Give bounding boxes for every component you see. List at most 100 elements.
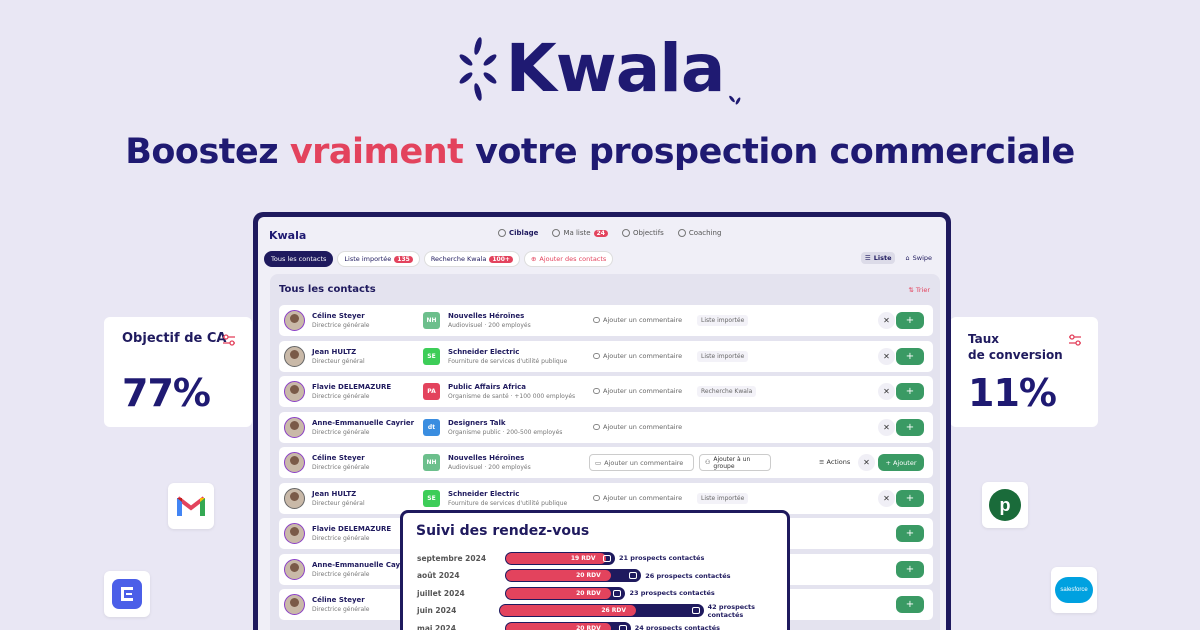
headline-end: votre prospection commerciale (463, 132, 1075, 172)
prospects-label: 24 prospects contactés (634, 624, 721, 630)
tab-liste-importee[interactable]: Liste importée 135 (337, 251, 420, 267)
contact-row[interactable]: Flavie DELEMAZURE Directrice générale PA … (279, 376, 933, 407)
contact-row[interactable]: Jean HULTZ Directeur général SE Schneider… (279, 482, 933, 514)
company-desc: Organisme de santé · +100 000 employés (448, 393, 576, 400)
contact-row[interactable]: Céline Steyer Directrice générale NH Nouv… (279, 305, 933, 336)
sliders-icon[interactable] (222, 333, 236, 347)
suivi-row: septembre 2024 19 RDV 21 prospects conta… (417, 551, 787, 565)
rdv-label: 20 RDV (576, 589, 601, 597)
thumbs-up-icon (677, 229, 686, 237)
add-comment-button[interactable]: Ajouter un commentaire (593, 423, 682, 431)
rdv-label: 20 RDV (576, 572, 601, 579)
view-swipe-button[interactable]: ⌂ Swipe (901, 252, 936, 264)
avatar (284, 558, 305, 580)
add-comment-button[interactable]: Ajouter un commentaire (593, 316, 682, 324)
prospects-bar: 20 RDV (505, 621, 631, 630)
add-button[interactable]: + Ajouter (878, 454, 924, 471)
add-comment-button[interactable]: Ajouter un commentaire (593, 387, 682, 395)
stat-label: Taux de conversion (968, 331, 1080, 363)
dismiss-button[interactable]: ✕ (858, 454, 875, 471)
users-icon (691, 607, 700, 614)
tab-tous-contacts[interactable]: Tous les contacts (264, 251, 334, 267)
prospects-label: 26 prospects contactés (645, 571, 731, 580)
comment-label: Ajouter un commentaire (603, 351, 683, 360)
headline: Boostez vraiment votre prospection comme… (0, 132, 1200, 172)
view-list-button[interactable]: ☰ Liste (860, 252, 896, 264)
contact-row[interactable]: Anne-Emmanuelle Cayrier Directrice génér… (279, 411, 933, 443)
add-comment-button[interactable]: Ajouter un commentaire (593, 352, 682, 360)
suivi-card: Suivi des rendez-vous septembre 2024 19 … (400, 510, 790, 630)
app-window: Kwala Ciblage Ma liste 24 Objectifs Coach… (253, 212, 951, 630)
list-icon: ☰ (864, 254, 871, 262)
company-logo: NH (423, 454, 440, 471)
sort-button[interactable]: ⇅ Trier (908, 286, 930, 294)
count-badge: 24 (593, 229, 608, 237)
dismiss-button[interactable]: ✕ (878, 383, 895, 400)
add-button[interactable]: + (896, 312, 924, 329)
lock-icon: ⌂ (905, 254, 910, 262)
prospects-bar: 26 RDV (498, 604, 704, 617)
dismiss-button[interactable]: ✕ (878, 347, 895, 365)
stat-card-conversion: Taux de conversion 11% (950, 317, 1098, 427)
actions-menu[interactable]: ≡ Actions (819, 458, 851, 466)
nav-label: Ciblage (509, 229, 539, 237)
contact-name: Céline Steyer (312, 312, 365, 320)
users-icon (618, 624, 627, 630)
nav-ciblage[interactable]: Ciblage (498, 229, 538, 237)
stat-value: 77% (122, 371, 211, 415)
add-button[interactable]: + (896, 418, 924, 436)
prospects-bar: 19 RDV (505, 551, 615, 565)
comment-label: Ajouter un commentaire (603, 387, 683, 395)
company-name: Schneider Electric (448, 347, 520, 356)
source-tag: Liste importée (697, 350, 749, 362)
contact-name: Jean HULTZ (312, 347, 357, 356)
add-button[interactable]: + (896, 525, 924, 542)
suivi-row: juillet 2024 20 RDV 23 prospects contact… (417, 586, 787, 600)
app-screen: Kwala Ciblage Ma liste 24 Objectifs Coach… (258, 217, 946, 630)
company-desc: Organisme public · 200-500 employés (448, 428, 563, 436)
dismiss-button[interactable]: ✕ (878, 489, 895, 507)
add-contacts-button[interactable]: ⊕ Ajouter des contacts (523, 251, 614, 267)
add-button[interactable]: + (896, 560, 924, 578)
headline-start: Boostez (125, 132, 290, 172)
users-icon (629, 572, 638, 579)
add-button[interactable]: + (896, 347, 924, 365)
rdv-label: 19 RDV (570, 554, 596, 562)
contact-role: Directeur général (312, 357, 365, 365)
add-button[interactable]: + (896, 383, 924, 400)
lemlist-icon (104, 571, 150, 617)
suivi-row: mai 2024 20 RDV 24 prospects contactés (417, 621, 787, 630)
comment-label: Ajouter un commentaire (603, 493, 683, 502)
nav-coaching[interactable]: Coaching (677, 229, 721, 237)
add-button[interactable]: + (896, 596, 924, 613)
count-badge: 100+ (489, 255, 513, 263)
company-name: Designers Talk (448, 418, 506, 427)
tab-label: Recherche Kwala (430, 255, 487, 263)
company-name: Public Affairs Africa (448, 383, 526, 391)
view-label: Swipe (912, 254, 932, 262)
suivi-title: Suivi des rendez-vous (416, 523, 590, 539)
add-to-group-button[interactable]: ⚇ Ajouter à un groupe (699, 454, 771, 471)
dismiss-button[interactable]: ✕ (878, 418, 895, 436)
dismiss-button[interactable]: ✕ (878, 312, 895, 329)
avatar (284, 452, 305, 473)
view-label: Liste (873, 254, 892, 262)
add-comment-button[interactable]: Ajouter un commentaire (593, 494, 682, 502)
nav-label: Ma liste (563, 229, 591, 237)
nav-ma-liste[interactable]: Ma liste 24 (552, 229, 608, 237)
rdv-bar: 20 RDV (506, 622, 611, 630)
brand-name: Kwala (505, 30, 726, 107)
prospects-label: 21 prospects contactés (619, 554, 705, 562)
sliders-icon[interactable] (1068, 333, 1082, 347)
avatar (284, 381, 305, 402)
contact-name: Flavie DELEMAZURE (312, 383, 392, 391)
contact-row[interactable]: Jean HULTZ Directeur général SE Schneider… (279, 340, 933, 372)
company-name: Schneider Electric (448, 489, 520, 498)
tab-recherche-kwala[interactable]: Recherche Kwala 100+ (423, 251, 520, 267)
users-icon (613, 589, 622, 597)
contact-row[interactable]: Céline Steyer Directrice générale NH Nouv… (279, 447, 933, 478)
avatar (284, 416, 305, 438)
nav-objectifs[interactable]: Objectifs (621, 229, 664, 237)
add-button[interactable]: + (896, 489, 924, 507)
comment-input[interactable]: ▭ Ajouter un commentaire (589, 454, 694, 471)
